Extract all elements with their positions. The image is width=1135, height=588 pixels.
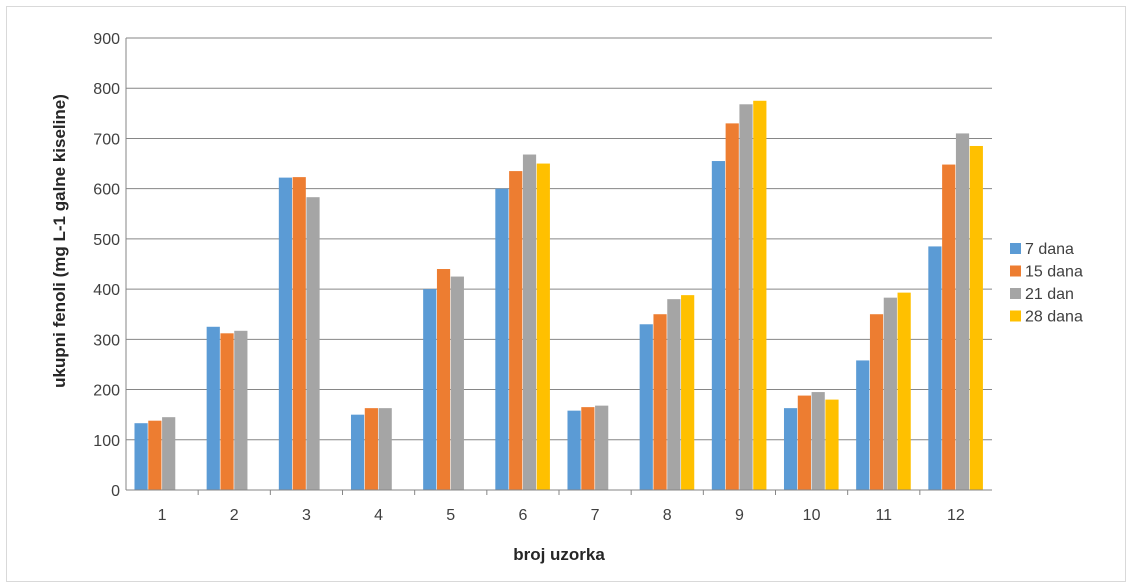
bar	[869, 314, 884, 490]
bar	[681, 295, 695, 490]
bar	[306, 197, 320, 490]
bar	[856, 360, 870, 490]
legend-item: 21 dan	[1010, 286, 1074, 303]
y-tick-label: 700	[93, 131, 120, 148]
x-tick-label: 2	[230, 507, 239, 524]
legend: 7 dana 15 dana 21 dan 28 dana	[1010, 241, 1083, 326]
x-tick-label: 10	[803, 507, 821, 524]
bar	[639, 324, 653, 490]
legend-item: 28 dana	[1010, 309, 1083, 326]
y-tick-label: 800	[93, 81, 120, 98]
bar	[928, 246, 942, 490]
y-tick-label: 0	[111, 483, 120, 500]
bar	[783, 408, 798, 490]
legend-item: 15 dana	[1010, 264, 1083, 281]
x-tick-label: 4	[374, 507, 383, 524]
y-tick-label: 100	[93, 433, 120, 450]
bar	[581, 407, 595, 490]
bar	[739, 104, 753, 490]
bar	[292, 177, 306, 490]
bar	[350, 414, 365, 490]
y-tick-label: 500	[93, 232, 120, 249]
legend-item: 7 dana	[1010, 241, 1074, 258]
bar	[942, 164, 956, 490]
y-tick-label: 200	[93, 383, 120, 400]
x-tick-label: 9	[735, 507, 744, 524]
y-tick-label: 400	[93, 282, 120, 299]
x-axis-label: broj uzorka	[513, 545, 605, 564]
y-tick-label: 600	[93, 182, 120, 199]
bar	[811, 392, 825, 490]
bar	[206, 326, 220, 490]
y-tick-labels: 0 100 200 300 400 500 600 700 800 900	[93, 31, 120, 500]
bar	[522, 154, 537, 490]
legend-label: 28 dana	[1025, 309, 1083, 326]
bar	[220, 333, 234, 490]
bar	[378, 408, 392, 490]
legend-swatch	[1010, 265, 1021, 277]
bar	[797, 395, 811, 490]
legend-label: 7 dana	[1025, 241, 1074, 258]
x-tick-label: 11	[875, 507, 892, 524]
bar	[667, 299, 681, 490]
legend-swatch	[1010, 310, 1021, 322]
axes	[125, 38, 992, 495]
bar	[148, 420, 162, 490]
chart-frame: 0 100 200 300 400 500 600 700 800 900 1 2 3 4 5 6 7 8 9 10…	[6, 6, 1126, 582]
bar	[969, 145, 983, 491]
bar	[162, 417, 176, 490]
x-tick-label: 3	[302, 507, 311, 524]
bar	[825, 399, 839, 490]
bar	[536, 163, 550, 490]
x-tick-label: 12	[947, 507, 965, 524]
bar	[653, 314, 667, 490]
x-tick-label: 1	[158, 507, 167, 524]
x-tick-label: 5	[446, 507, 455, 524]
bar	[278, 177, 293, 490]
bar	[436, 269, 451, 490]
bar	[567, 410, 581, 490]
bar	[509, 171, 523, 490]
legend-label: 21 dan	[1025, 286, 1074, 303]
bar	[595, 405, 609, 490]
bar	[364, 408, 378, 490]
bar	[423, 289, 437, 490]
x-tick-label: 7	[591, 507, 600, 524]
bar	[495, 188, 509, 491]
legend-swatch	[1010, 243, 1021, 254]
y-tick-label: 900	[93, 31, 120, 48]
legend-label: 15 dana	[1025, 264, 1083, 281]
x-tick-labels: 1 2 3 4 5 6 7 8 9 10 11 12	[158, 507, 965, 524]
y-axis-label: ukupni fenoli (mg L-1 galne kiseline)	[50, 94, 69, 388]
grid-lines	[126, 37, 992, 441]
bar	[234, 330, 248, 490]
x-tick-label: 6	[518, 507, 527, 524]
y-tick-label: 300	[93, 332, 120, 349]
bar	[450, 276, 464, 490]
bar	[883, 297, 897, 490]
bars	[134, 100, 983, 491]
bar	[897, 292, 911, 490]
x-tick-label: 8	[663, 507, 672, 524]
bar	[134, 423, 148, 490]
bar	[711, 161, 726, 491]
bar	[955, 133, 970, 491]
legend-swatch	[1010, 288, 1021, 299]
bar	[725, 123, 739, 490]
bar	[753, 100, 767, 490]
